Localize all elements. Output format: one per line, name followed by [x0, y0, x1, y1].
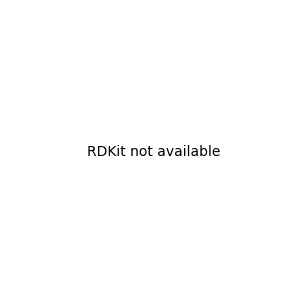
Text: RDKit not available: RDKit not available — [87, 145, 220, 158]
